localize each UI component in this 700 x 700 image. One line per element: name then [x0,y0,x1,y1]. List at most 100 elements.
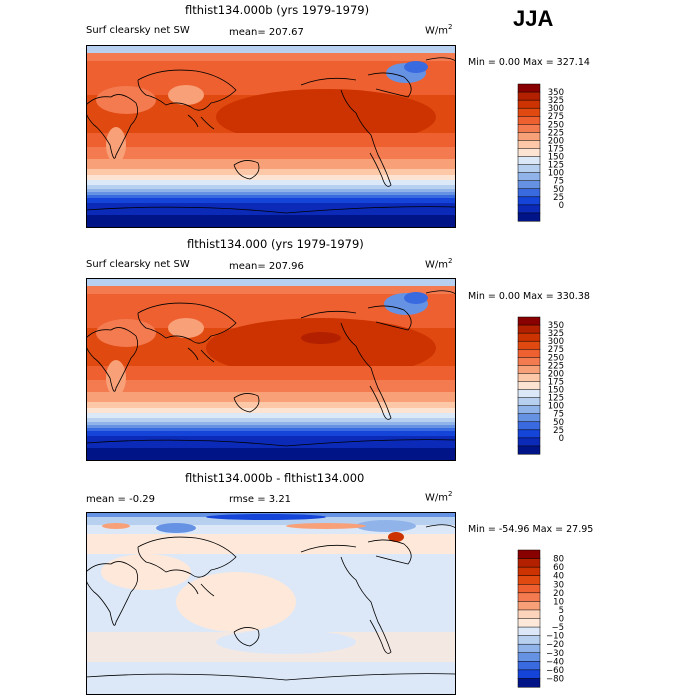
panel-3-colorbar-swatches [517,549,541,688]
panel-1-map [86,45,456,228]
colorbar-tick-label: −40 [546,657,564,667]
colorbar-tick-label: −20 [546,640,564,650]
colorbar-swatch [517,601,541,611]
panel-1-colorbar-swatches [517,83,541,222]
colorbar-swatch [517,196,541,206]
colorbar-swatch [517,99,541,109]
colorbar-tick-label: 125 [548,394,564,404]
colorbar-tick-label: 100 [548,402,564,412]
colorbar-swatch [517,357,541,366]
colorbar-tick-label: 0 [559,615,564,625]
colorbar-tick-label: 350 [548,88,564,98]
colorbar-tick-label: 80 [553,555,564,565]
panel-2-title: flthist134.000 (yrs 1979-1979) [187,237,364,251]
colorbar-swatch [517,373,541,383]
panel-3-coastlines [86,524,456,681]
colorbar-swatch [517,413,541,423]
colorbar-swatch [517,148,541,158]
colorbar-swatch [517,188,541,198]
colorbar-tick-label: 25 [553,193,564,203]
colorbar-tick-label: 275 [548,112,564,122]
colorbar-swatch [517,584,541,594]
colorbar-tick-label: 125 [548,161,564,171]
colorbar-swatch [517,626,541,637]
panel-1-variable-label: Surf clearsky net SW [86,25,190,36]
panel-3-frame [86,512,456,695]
colorbar-tick-label: 60 [553,563,564,573]
colorbar-tick-label: 5 [559,606,564,616]
colorbar-tick-label: 10 [553,597,564,607]
colorbar-swatch [517,348,541,358]
panel-3-minmax: Min = -54.96 Max = 27.95 [468,524,594,535]
colorbar-swatch [517,445,541,455]
colorbar-tick-label: 75 [553,410,564,420]
colorbar-tick-label: 40 [553,572,564,582]
panel-1-minmax: Min = 0.00 Max = 327.14 [468,57,590,68]
colorbar-tick-label: 175 [548,377,564,387]
panel-2-field [86,278,456,461]
colorbar-tick-label: 150 [548,153,564,163]
colorbar-swatch [517,107,541,117]
colorbar-swatch [517,340,541,350]
colorbar-tick-label: 75 [553,177,564,187]
colorbar-tick-label: 225 [548,361,564,371]
colorbar-swatch [517,156,541,166]
colorbar-swatch [517,132,541,141]
panel-3-field [86,512,456,695]
colorbar-swatch [517,83,541,93]
panel-1-title: flthist134.000b (yrs 1979-1979) [185,3,370,17]
colorbar-tick-label: 300 [548,337,564,347]
colorbar-swatch [517,421,541,431]
colorbar-swatch [517,324,541,334]
colorbar-tick-label: 50 [553,185,564,195]
panel-3-rmse-label: rmse = 3.21 [229,494,292,505]
colorbar-tick-label: 50 [553,418,564,428]
colorbar-swatch [517,575,541,585]
colorbar-swatch [517,140,541,150]
colorbar-swatch [517,558,541,568]
colorbar-swatch [517,652,541,662]
colorbar-swatch [517,164,541,174]
panel-2-variable-label: Surf clearsky net SW [86,259,190,270]
colorbar-tick-label: 25 [553,426,564,436]
colorbar-swatch [517,397,541,407]
colorbar-swatch [517,592,541,602]
colorbar-swatch [517,437,541,447]
colorbar-swatch [517,669,541,679]
panel-2-colorbar-swatches [517,316,541,455]
panel-1-field [86,45,456,228]
colorbar-tick-label: 300 [548,104,564,114]
colorbar-swatch [517,124,541,133]
colorbar-swatch [517,316,541,326]
colorbar-swatch [517,204,541,214]
colorbar-tick-label: 175 [548,144,564,154]
colorbar-tick-label: 200 [548,136,564,146]
colorbar-swatch [517,618,541,628]
colorbar-swatch [517,91,541,101]
colorbar-swatch [517,115,541,125]
panel-1-coastlines [86,57,456,214]
colorbar-tick-label: 100 [548,169,564,179]
colorbar-swatch [517,643,541,654]
colorbar-tick-label: 0 [559,201,564,211]
colorbar-tick-label: −60 [546,666,564,676]
colorbar-swatch [517,389,541,399]
colorbar-swatch [517,332,541,342]
colorbar-tick-label: 150 [548,386,564,396]
panel-1-mean-label: mean= 207.67 [229,27,304,38]
colorbar-swatch [517,365,541,374]
colorbar-swatch [517,549,541,560]
colorbar-tick-label: 350 [548,321,564,331]
colorbar-tick-label: 225 [548,128,564,138]
colorbar-tick-label: 250 [548,353,564,363]
colorbar-swatch [517,381,541,391]
season-label: JJA [513,6,554,31]
colorbar-tick-label: −30 [546,649,564,659]
panel-3-mean-label: mean = -0.29 [86,494,155,505]
panel-2-frame [86,278,456,461]
